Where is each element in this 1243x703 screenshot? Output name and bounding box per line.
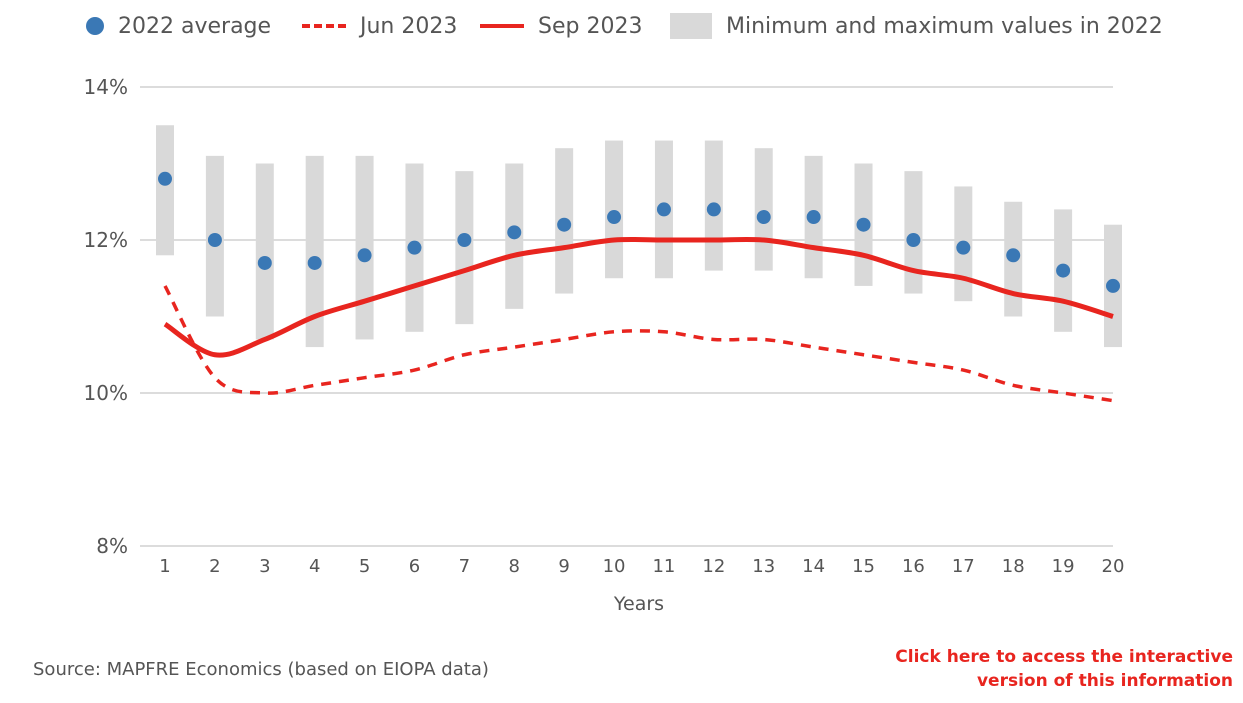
x-tick-label: 8	[509, 556, 520, 577]
x-tick-label: 20	[1102, 556, 1125, 577]
x-axis-label: Years	[613, 593, 664, 615]
legend-solid-line-icon	[480, 24, 524, 28]
x-tick-label: 12	[702, 556, 725, 577]
grid-lines	[140, 86, 1113, 547]
average-point	[956, 240, 971, 255]
x-tick-label: 16	[902, 556, 925, 577]
source-note: Source: MAPFRE Economics (based on EIOPA…	[33, 659, 489, 680]
x-tick-label: 5	[359, 556, 370, 577]
range-bar	[355, 155, 374, 340]
average-point	[756, 210, 771, 225]
x-tick-label: 6	[409, 556, 420, 577]
range-bar	[904, 171, 923, 294]
range-bars	[156, 125, 1122, 348]
x-tick-label: 4	[309, 556, 320, 577]
average-point	[1006, 248, 1021, 263]
legend-item-range: Minimum and maximum values in 2022	[670, 8, 1163, 44]
range-bar	[255, 163, 274, 340]
range-bar	[305, 155, 324, 348]
average-point	[906, 233, 921, 247]
interactive-version-link[interactable]: Click here to access the interactive ver…	[895, 645, 1233, 693]
x-tick-label: 2	[209, 556, 220, 577]
range-bar	[605, 140, 624, 279]
range-bar	[455, 171, 474, 325]
legend-item-jun: Jun 2023	[302, 8, 457, 44]
x-tick-label: 13	[752, 556, 775, 577]
x-tick-label: 10	[603, 556, 626, 577]
average-point	[656, 202, 671, 217]
average-point	[407, 240, 422, 255]
average-point	[557, 217, 572, 232]
average-point	[856, 217, 871, 232]
legend-item-avg: 2022 average	[86, 8, 271, 44]
average-point	[1106, 278, 1120, 293]
average-point	[307, 255, 322, 270]
average-point	[357, 248, 372, 263]
y-tick-label: 10%	[84, 381, 128, 405]
x-tick-label: 9	[558, 556, 569, 577]
x-tick-label: 17	[952, 556, 975, 577]
range-bar	[754, 148, 773, 271]
y-tick-label: 12%	[84, 228, 128, 252]
chart-legend: 2022 average Jun 2023 Sep 2023 Minimum a…	[0, 8, 1243, 44]
average-points	[158, 171, 1120, 293]
legend-label-sep: Sep 2023	[538, 13, 643, 39]
y-tick-label: 8%	[96, 534, 128, 558]
average-point	[457, 233, 472, 247]
x-tick-label: 19	[1052, 556, 1075, 577]
y-tick-label: 14%	[84, 75, 128, 99]
y-axis-ticks: 8% 10% 12% 14%	[84, 75, 128, 558]
average-point	[257, 255, 272, 270]
legend-dot-icon	[86, 17, 104, 35]
legend-label-jun: Jun 2023	[360, 13, 458, 39]
x-tick-label: 3	[259, 556, 270, 577]
interactive-link-line-1: Click here to access the interactive	[895, 647, 1233, 667]
legend-label-range: Minimum and maximum values in 2022	[726, 13, 1163, 39]
sep-2023-line	[163, 236, 1114, 358]
legend-label-avg: 2022 average	[118, 13, 272, 39]
jun-2023-line	[163, 285, 1114, 403]
series-lines	[163, 236, 1114, 403]
legend-range-box-icon	[670, 13, 712, 39]
average-point	[607, 210, 622, 225]
legend-item-sep: Sep 2023	[480, 8, 642, 44]
average-point	[507, 225, 522, 240]
x-tick-label: 18	[1002, 556, 1025, 577]
average-point	[1056, 263, 1071, 278]
x-axis-ticks: 1 2 3 4 5 6 7 8 9 10 11 12 13 14 15 16 17 18 19 20	[159, 556, 1124, 577]
x-tick-label: 14	[802, 556, 825, 577]
x-tick-label: 7	[459, 556, 470, 577]
range-bar	[156, 125, 174, 256]
legend-dashed-line-icon	[302, 24, 346, 28]
x-tick-label: 1	[159, 556, 170, 577]
x-tick-label: 11	[652, 556, 675, 577]
interactive-link-line-2: version of this information	[976, 671, 1233, 691]
average-point	[806, 210, 821, 225]
average-point	[158, 171, 172, 186]
average-point	[706, 202, 721, 217]
x-tick-label: 15	[852, 556, 875, 577]
average-point	[207, 233, 222, 247]
